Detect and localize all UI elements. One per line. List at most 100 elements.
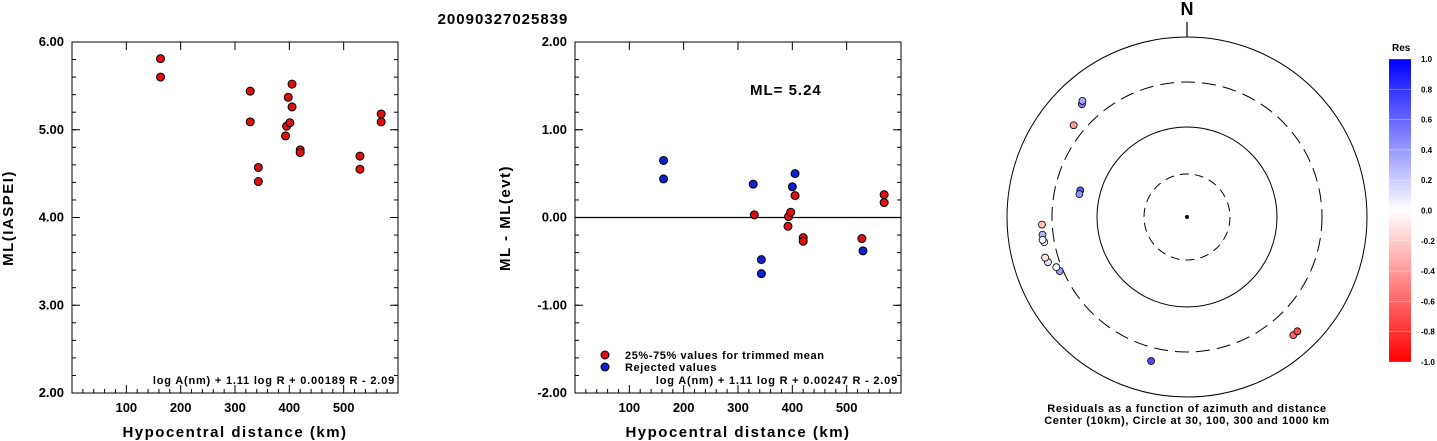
x-axis-label: Hypocentral distance (km) <box>625 424 850 441</box>
north-label: N <box>1181 0 1194 19</box>
data-point <box>245 86 255 96</box>
data-point <box>355 151 365 161</box>
colorbar-tick-label: 0.4 <box>1421 146 1433 155</box>
colorbar-tick-label: 0.2 <box>1421 176 1433 185</box>
ml-value-label: ML= 5.24 <box>750 82 822 99</box>
colorbar-tick-label: 1.0 <box>1421 55 1433 64</box>
y-tick-label: 3.00 <box>39 297 64 312</box>
colorbar-tick-label: -0.8 <box>1421 328 1435 337</box>
data-point <box>790 191 800 201</box>
rejected-data-point <box>790 169 800 179</box>
data-point <box>857 234 867 244</box>
residual-points <box>1038 96 1302 365</box>
circle-30km <box>1143 173 1231 261</box>
data-point <box>879 198 889 208</box>
data-point <box>879 190 889 200</box>
data-point <box>156 54 166 64</box>
data-point <box>253 162 263 172</box>
x-tick-label: 500 <box>333 400 355 415</box>
data-point <box>245 117 255 127</box>
legend-marker-rejected <box>600 362 610 372</box>
residual-point <box>1078 96 1087 105</box>
panel-polar-residuals: N Residuals as a function of azimuth and… <box>1006 0 1435 427</box>
y-tick-label: 5.00 <box>39 122 64 137</box>
y-tick-label: 2.00 <box>542 34 567 49</box>
chart-title: 20090327025839 <box>438 11 569 28</box>
center-point <box>1185 215 1189 219</box>
x-tick-label: 500 <box>836 400 858 415</box>
residual-point <box>1069 121 1078 130</box>
data-points <box>156 54 386 187</box>
data-point <box>376 109 386 119</box>
legend-label-rejected: Rejected values <box>625 362 717 374</box>
y-tick-label: 2.00 <box>39 385 64 400</box>
data-point <box>156 72 166 82</box>
colorbar-tick-label: -1.0 <box>1421 358 1435 367</box>
colorbar-title: Res <box>1392 43 1411 54</box>
rejected-data-point <box>748 179 758 189</box>
rejected-data-point <box>659 174 669 184</box>
circle-300km <box>1051 81 1323 353</box>
colorbar-tick-label: 0.8 <box>1421 85 1433 94</box>
legend-label-accepted: 25%-75% values for trimmed mean <box>625 350 825 362</box>
y-tick-label: -2.00 <box>537 385 567 400</box>
residual-point <box>1038 220 1046 229</box>
colorbar-tick-label: -0.2 <box>1421 237 1435 246</box>
plot-frame <box>71 41 399 394</box>
circle-100km <box>1096 126 1278 308</box>
y-axis-label: ML - ML(evt) <box>497 165 514 271</box>
data-point <box>281 131 291 141</box>
data-point <box>749 210 759 220</box>
data-point <box>285 118 295 128</box>
rejected-data-point <box>659 155 669 165</box>
x-tick-label: 200 <box>673 400 695 415</box>
rejected-data-point <box>858 246 868 256</box>
rejected-data-point <box>756 255 766 265</box>
data-points <box>659 155 889 279</box>
x-tick-label: 300 <box>727 400 749 415</box>
y-tick-label: 1.00 <box>542 122 567 137</box>
x-tick-label: 100 <box>618 400 640 415</box>
colorbar-ticks: 1.0 0.8 0.6 0.4 0.2 0.0 -0.2 -0.4 -0.6 -0.8 -1.0 <box>1389 55 1435 367</box>
colorbar-tick-label: -0.6 <box>1421 297 1435 306</box>
panel-residual-vs-distance: 100 200 300 400 500 -2.00 -1.00 0.00 1.00 2.00 ML… <box>497 34 902 441</box>
residual-point <box>1075 190 1084 199</box>
residual-point <box>1147 357 1155 365</box>
y-tick-label: 4.00 <box>39 210 64 225</box>
y-axis-label: ML(IASPEI) <box>0 170 17 266</box>
data-point <box>287 102 297 112</box>
data-point <box>253 177 263 187</box>
rejected-data-point <box>787 182 797 192</box>
x-tick-label: 400 <box>278 400 300 415</box>
residual-point <box>1293 327 1302 336</box>
polar-caption-line1: Residuals as a function of azimuth and d… <box>1047 403 1326 415</box>
legend-marker-accepted <box>600 350 610 360</box>
data-point <box>287 79 297 89</box>
polar-caption-line2: Center (10km), Circle at 30, 100, 300 an… <box>1044 415 1330 427</box>
panel-ml-vs-distance: 100 200 300 400 500 2.00 3.00 4.00 5.00 6.00 log … <box>0 34 399 441</box>
residual-point <box>1038 235 1047 244</box>
data-point <box>376 117 386 127</box>
x-tick-label: 400 <box>781 400 803 415</box>
formula-annotation: log A(nm) + 1.11 log R + 0.00189 R - 2.0… <box>153 375 395 387</box>
rejected-data-point <box>756 269 766 279</box>
data-point <box>283 92 293 102</box>
colorbar-tick-label: 0.6 <box>1421 116 1433 125</box>
data-point <box>295 148 305 158</box>
data-point <box>355 164 365 174</box>
residual-point <box>1052 263 1061 272</box>
colorbar-tick-label: -0.4 <box>1421 267 1435 276</box>
residual-point <box>1041 253 1050 262</box>
axis-ticks: 100 200 300 400 500 2.00 3.00 4.00 5.00 6.00 <box>39 34 398 415</box>
colorbar-tick-label: 0.0 <box>1421 207 1433 216</box>
x-tick-label: 300 <box>224 400 246 415</box>
data-point <box>786 207 796 217</box>
y-tick-label: 6.00 <box>39 34 64 49</box>
axis-ticks: 100 200 300 400 500 -2.00 -1.00 0.00 1.00 2.00 <box>537 34 901 415</box>
y-tick-label: 0.00 <box>542 210 567 225</box>
y-tick-label: -1.00 <box>537 297 567 312</box>
x-tick-label: 200 <box>170 400 192 415</box>
formula-annotation: log A(nm) + 1.11 log R + 0.00247 R - 2.0… <box>656 375 898 387</box>
data-point <box>783 221 793 231</box>
